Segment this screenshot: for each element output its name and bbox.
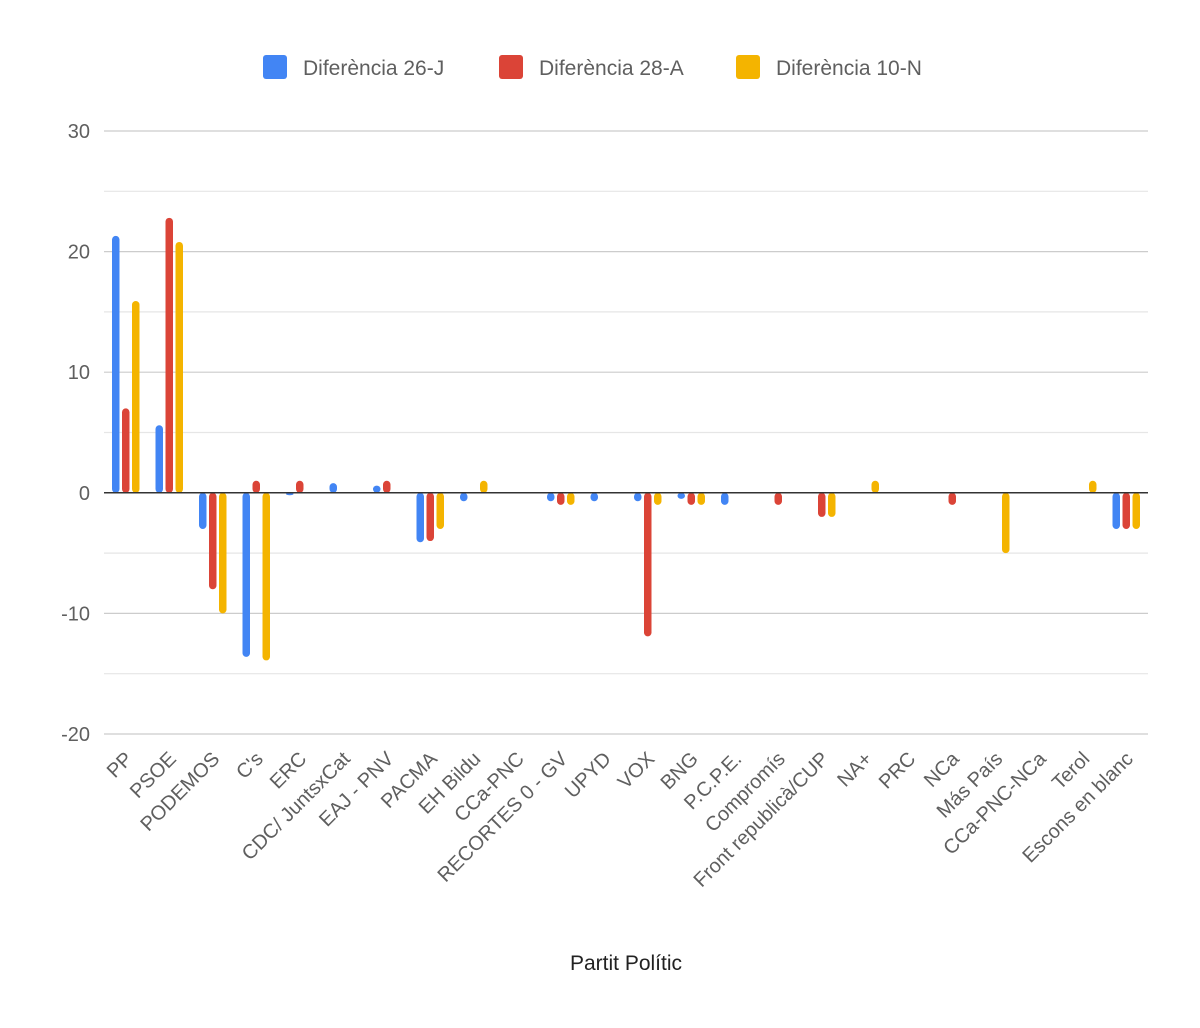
bar bbox=[634, 492, 642, 502]
y-axis-ticks: 30 20 10 0 -10 -20 bbox=[61, 121, 90, 746]
legend-label: Diferència 28-A bbox=[539, 57, 684, 80]
x-tick-label: NA+ bbox=[833, 748, 876, 791]
x-tick-label: C's bbox=[232, 748, 268, 784]
bar bbox=[828, 492, 836, 517]
bar bbox=[1089, 480, 1097, 493]
bar bbox=[252, 480, 260, 493]
y-tick-label: -10 bbox=[61, 603, 90, 625]
y-tick-label: -20 bbox=[61, 724, 90, 746]
legend-label: Diferència 10-N bbox=[776, 57, 922, 80]
y-tick-label: 30 bbox=[68, 121, 90, 143]
bar bbox=[426, 492, 434, 542]
bar bbox=[383, 480, 391, 493]
bar bbox=[132, 301, 140, 493]
bar bbox=[460, 492, 468, 502]
bars bbox=[112, 217, 1140, 661]
bar bbox=[436, 492, 444, 529]
x-tick-label: PP bbox=[103, 748, 137, 782]
legend-label: Diferència 26-J bbox=[303, 57, 444, 80]
bar bbox=[567, 492, 575, 505]
legend-swatch bbox=[499, 55, 523, 79]
bar bbox=[1132, 492, 1140, 529]
bar bbox=[209, 492, 217, 590]
bar bbox=[721, 492, 729, 505]
bar bbox=[948, 492, 956, 505]
y-tick-label: 20 bbox=[68, 242, 90, 264]
bar bbox=[175, 241, 183, 493]
bar bbox=[1112, 492, 1120, 529]
bar bbox=[818, 492, 826, 517]
bar bbox=[677, 492, 685, 499]
bar bbox=[165, 217, 173, 493]
y-tick-label: 0 bbox=[79, 483, 90, 505]
bar bbox=[480, 480, 488, 493]
bar bbox=[242, 492, 250, 657]
bar bbox=[547, 492, 555, 502]
bar bbox=[697, 492, 705, 505]
bar bbox=[687, 492, 695, 505]
bar bbox=[155, 425, 163, 493]
bar bbox=[262, 492, 270, 661]
gridlines bbox=[104, 130, 1148, 735]
x-tick-label: PRC bbox=[875, 748, 920, 793]
bar bbox=[122, 408, 130, 493]
bar bbox=[373, 485, 381, 493]
bar bbox=[1002, 492, 1010, 554]
legend-swatch bbox=[263, 55, 287, 79]
x-axis-title: Partit Polític bbox=[570, 952, 682, 975]
bar bbox=[112, 235, 120, 493]
bar bbox=[1122, 492, 1130, 529]
bar bbox=[219, 492, 227, 614]
bar bbox=[774, 492, 782, 505]
legend-swatch bbox=[736, 55, 760, 79]
x-tick-label: VOX bbox=[614, 748, 659, 793]
bar bbox=[416, 492, 424, 543]
bar bbox=[329, 483, 337, 493]
legend: Diferència 26-J Diferència 28-A Diferència… bbox=[263, 55, 922, 80]
bar bbox=[590, 492, 598, 502]
bar bbox=[199, 492, 207, 529]
bar bbox=[557, 492, 565, 505]
y-tick-label: 10 bbox=[68, 362, 90, 384]
bar bbox=[871, 480, 879, 493]
bar bbox=[654, 492, 662, 505]
bar bbox=[296, 480, 304, 493]
x-tick-label: UPYD bbox=[561, 748, 616, 803]
bar bbox=[644, 492, 652, 637]
